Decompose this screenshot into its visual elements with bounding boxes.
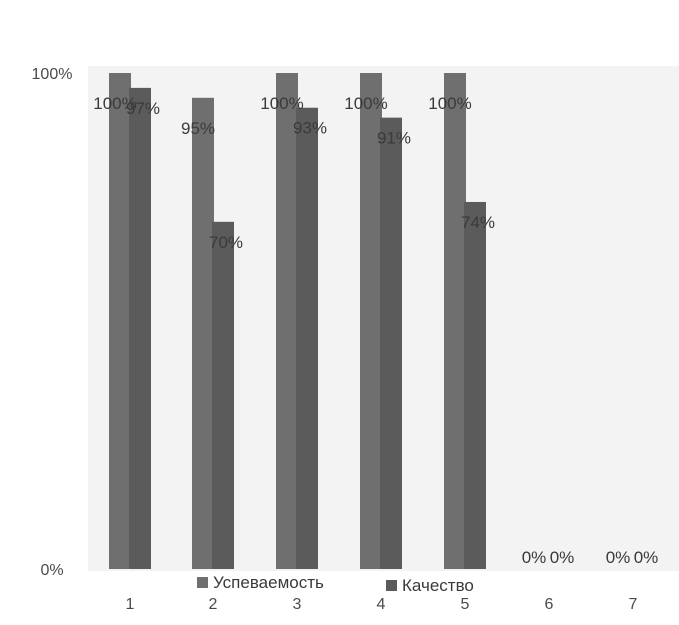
data-label-uspevaemost-1: 100%	[93, 94, 136, 113]
data-label-uspevaemost-2: 95%	[181, 119, 215, 138]
y-tick-label: 0%	[40, 562, 63, 579]
legend-label-kachestvo: Качество	[402, 576, 474, 595]
data-label-kachestvo-2: 70%	[209, 233, 243, 252]
x-tick-label: 3	[293, 596, 302, 613]
x-tick-label: 2	[209, 596, 218, 613]
legend: Успеваемость Качество	[197, 573, 474, 595]
legend-label-uspevaemost: Успеваемость	[213, 573, 324, 592]
data-label-kachestvo-5: 74%	[461, 213, 495, 232]
bar-kachestvo-4	[380, 117, 402, 569]
bar-kachestvo-2	[212, 221, 234, 570]
bars-layer	[109, 73, 486, 570]
bar-uspevaemost-5	[444, 73, 466, 569]
data-labels-layer: 100%95%100% 100% 100%0% 0%97%70%93%91%74%0%…	[93, 94, 658, 567]
data-label-uspevaemost-4: 100%	[344, 94, 387, 113]
data-label-uspevaemost-3: 100%	[260, 94, 303, 113]
bar-uspevaemost-4	[360, 73, 382, 569]
data-label-kachestvo-7: 0%	[634, 548, 659, 567]
data-label-uspevaemost-6: 0%	[522, 548, 547, 567]
x-tick-label: 5	[461, 596, 470, 613]
data-label-kachestvo-4: 91%	[377, 129, 411, 148]
y-tick-label: 100%	[32, 66, 73, 83]
data-label-uspevaemost-7: 0%	[606, 548, 631, 567]
y-axis: 0% 100%	[32, 66, 73, 579]
bar-kachestvo-1	[129, 87, 151, 569]
x-tick-label: 4	[377, 596, 386, 613]
legend-swatch-uspevaemost	[197, 577, 208, 588]
x-tick-label: 6	[545, 596, 554, 613]
bar-uspevaemost-1	[109, 73, 131, 569]
data-label-kachestvo-3: 93%	[293, 119, 327, 138]
data-label-uspevaemost-5: 100%	[428, 94, 471, 113]
bar-kachestvo-3	[296, 107, 318, 569]
x-tick-label: 1	[126, 596, 135, 613]
x-axis: 1 2 3 4 5 6 7	[126, 596, 638, 613]
bar-uspevaemost-2	[192, 97, 214, 570]
legend-swatch-kachestvo	[386, 580, 397, 591]
data-label-kachestvo-1: 97%	[126, 99, 160, 118]
data-label-kachestvo-6: 0%	[550, 548, 575, 567]
bar-uspevaemost-3	[276, 73, 298, 569]
x-tick-label: 7	[629, 596, 638, 613]
bar-kachestvo-5	[464, 201, 486, 569]
